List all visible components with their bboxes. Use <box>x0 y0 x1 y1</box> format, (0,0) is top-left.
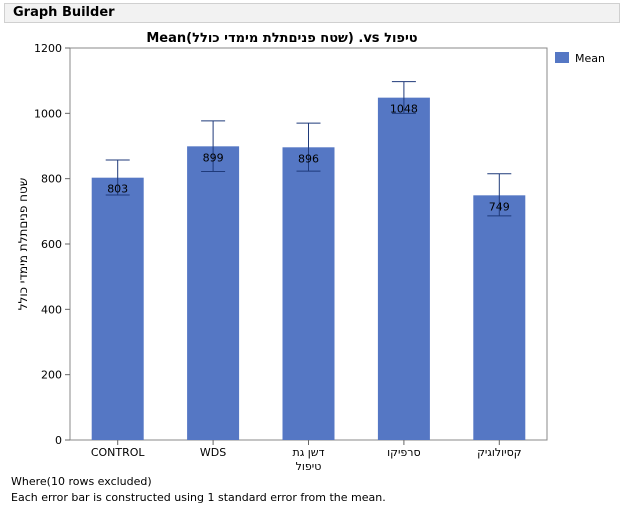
data-label-4: 749 <box>489 200 510 213</box>
x-tick-label-3: סרפיקו <box>387 446 420 459</box>
data-label-2: 896 <box>298 152 319 165</box>
window-title: Graph Builder <box>13 5 115 20</box>
legend-swatch-mean <box>555 52 569 63</box>
y-tick-label-4: 800 <box>41 173 62 186</box>
x-tick-label-1: WDS <box>200 446 226 459</box>
y-tick-label-2: 400 <box>41 303 62 316</box>
legend-label-mean: Mean <box>575 52 605 65</box>
footer-error-bar-note: Each error bar is constructed using 1 st… <box>11 491 386 504</box>
y-tick-label-3: 600 <box>41 238 62 251</box>
x-tick-label-0: CONTROL <box>91 446 146 459</box>
y-tick-label-5: 1000 <box>34 107 62 120</box>
x-tick-label-2-line-0: דשן גת <box>292 446 324 459</box>
y-tick-label-1: 200 <box>41 369 62 382</box>
x-tick-label-4: קסיולוגיק <box>477 446 521 459</box>
graph-builder-header: Graph Builder <box>4 3 620 23</box>
bar-3 <box>377 97 430 441</box>
footer-exclusion-note: Where(10 rows excluded) <box>11 475 152 488</box>
y-axis-label: שטח פניםתלת מימדי כולל <box>16 178 30 311</box>
y-tick-label-0: 0 <box>55 434 62 447</box>
bar-2 <box>282 147 335 440</box>
legend: Mean <box>555 52 605 65</box>
bar-1 <box>187 146 240 440</box>
data-label-3: 1048 <box>390 103 418 116</box>
data-label-1: 899 <box>203 151 224 164</box>
x-tick-label-2-line-1: טיפול <box>296 460 322 473</box>
bar-0 <box>91 177 144 441</box>
y-tick-label-6: 1200 <box>34 42 62 55</box>
data-label-0: 803 <box>107 183 128 196</box>
bar-4 <box>473 195 526 440</box>
chart-title: טיפול vs. (שטח פניםתלת מימדי כולל)Mean <box>146 31 417 46</box>
